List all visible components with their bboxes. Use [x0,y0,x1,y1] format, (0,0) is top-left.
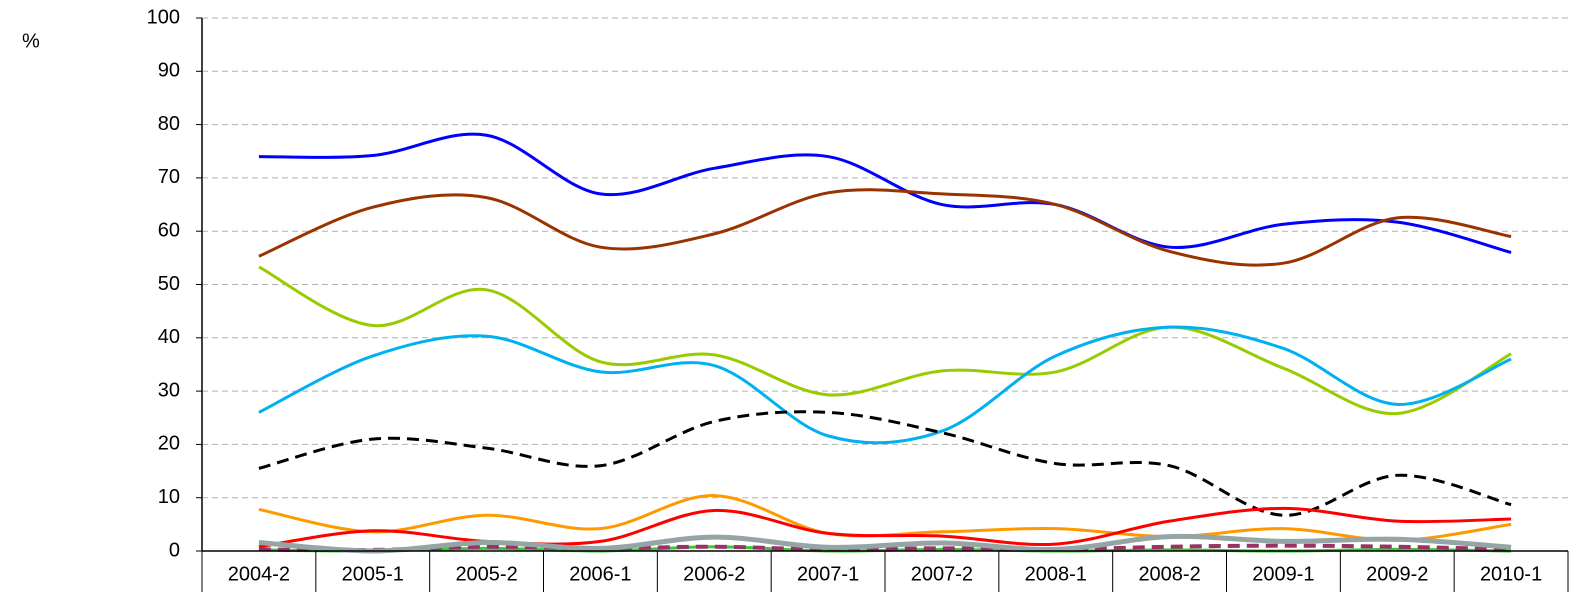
y-axis-label: % [22,30,40,52]
y-tick-label: 80 [158,113,180,135]
y-tick-label: 50 [158,273,180,295]
x-tick-label: 2006-1 [569,563,631,585]
x-tick-label: 2004-2 [228,563,290,585]
x-tick-label: 2005-1 [342,563,404,585]
x-tick-label: 2010-1 [1480,563,1542,585]
y-tick-label: 60 [158,219,180,241]
series-line [258,188,1512,267]
series-line [258,494,1512,542]
series-line [258,533,1512,554]
series-line [258,410,1512,517]
y-tick-label: 20 [158,433,180,455]
y-tick-label: 100 [147,6,180,28]
y-tick-label: 40 [158,326,180,348]
series-line [258,325,1512,445]
series-line [258,543,1512,553]
x-tick-label: 2006-2 [683,563,745,585]
x-tick-label: 2007-2 [911,563,973,585]
y-tick-label: 10 [158,486,180,508]
y-tick-label: 30 [158,379,180,401]
x-tick-label: 2005-2 [455,563,517,585]
series-line [258,132,1512,254]
x-tick-label: 2007-1 [797,563,859,585]
y-tick-label: 90 [158,60,180,82]
y-tick-label: 70 [158,166,180,188]
x-tick-label: 2008-2 [1138,563,1200,585]
series-line [258,265,1512,415]
x-tick-label: 2008-1 [1025,563,1087,585]
y-tick-label: 0 [169,539,180,561]
x-tick-label: 2009-1 [1252,563,1314,585]
x-tick-label: 2009-2 [1366,563,1428,585]
